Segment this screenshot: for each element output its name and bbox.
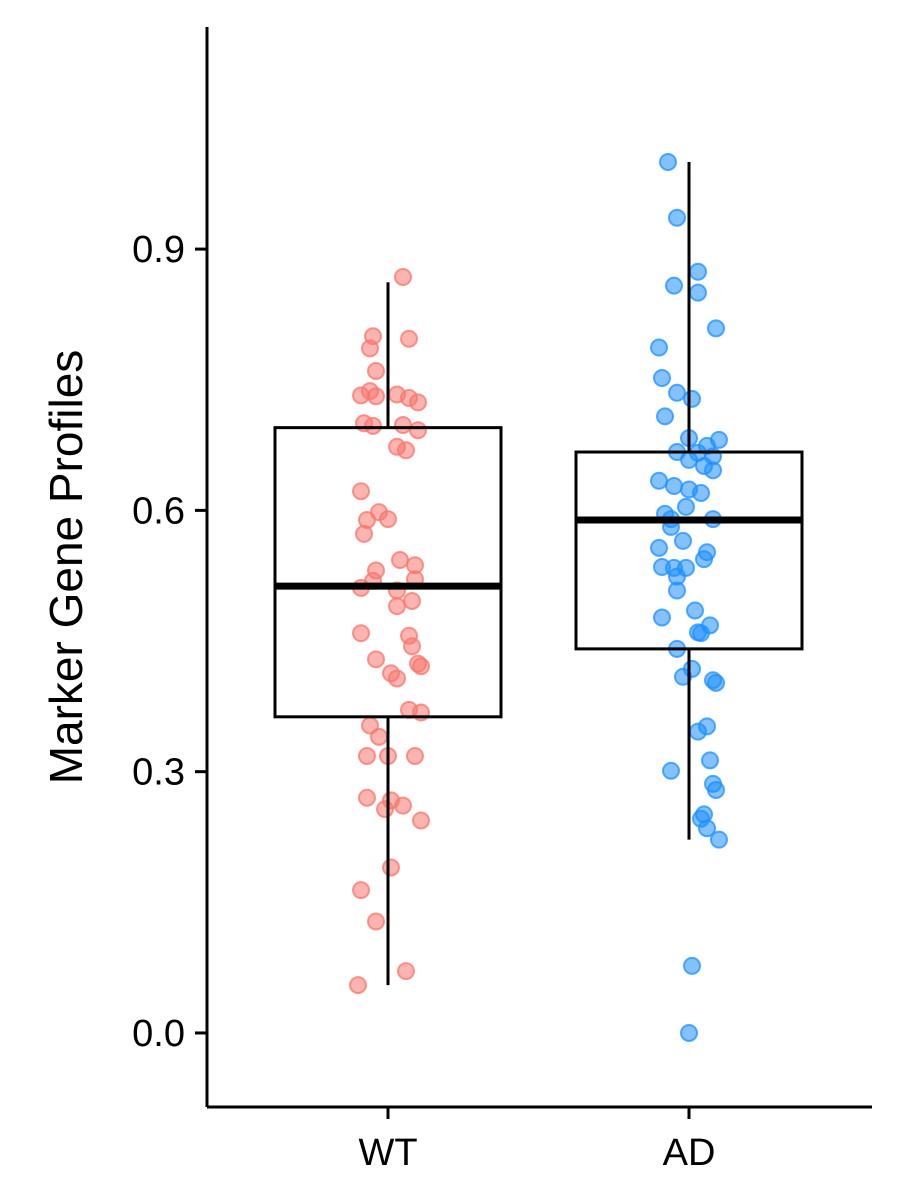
data-point-wt (409, 393, 427, 412)
data-point-wt (352, 624, 370, 643)
data-point-ad (668, 581, 686, 600)
data-point-wt (376, 800, 394, 819)
data-point-wt (367, 912, 385, 931)
data-point-ad (674, 667, 692, 686)
data-point-ad (659, 153, 677, 171)
data-point-wt (379, 510, 397, 529)
data-point-wt (412, 657, 430, 676)
data-point-wt (367, 387, 385, 406)
data-point-ad (683, 389, 701, 408)
data-point-wt (397, 962, 415, 981)
data-point-ad (692, 624, 710, 643)
data-point-wt (367, 650, 385, 669)
points-layer (349, 153, 728, 1042)
data-point-ad (668, 383, 686, 402)
data-point-wt (352, 881, 370, 900)
data-point-ad (689, 283, 707, 302)
data-point-wt (409, 421, 427, 440)
x-tick-label: WT (358, 1132, 417, 1174)
data-point-wt (361, 339, 379, 358)
data-point-ad (653, 608, 671, 627)
data-point-wt (382, 858, 400, 877)
data-point-ad (677, 497, 695, 516)
data-point-ad (689, 722, 707, 741)
data-point-wt (406, 747, 424, 765)
iqr-box-ad (574, 450, 804, 651)
data-point-wt (364, 416, 382, 435)
data-point-ad (704, 461, 722, 480)
data-point-ad (689, 262, 707, 281)
iqr-box-wt (273, 426, 503, 719)
boxes-layer (273, 162, 804, 986)
data-point-ad (653, 369, 671, 387)
data-point-ad (680, 450, 698, 469)
data-point-ad (665, 276, 683, 295)
data-point-wt (388, 597, 406, 616)
data-point-wt (394, 796, 412, 815)
data-point-ad (686, 601, 704, 620)
data-point-ad (650, 338, 668, 357)
data-point-ad (656, 407, 674, 426)
data-point-wt (412, 811, 430, 830)
y-tick-label: 0.6 (132, 490, 185, 532)
data-point-wt (367, 362, 385, 381)
data-point-ad (704, 774, 722, 793)
data-point-wt (358, 747, 376, 765)
data-point-ad (695, 550, 713, 569)
axes-layer: Marker Gene Profiles 0.0 0.3 0.6 0.9 WT AD (40, 27, 872, 1174)
data-point-wt (391, 551, 409, 570)
y-tick-label: 0.3 (132, 752, 185, 794)
data-point-wt (394, 267, 412, 286)
data-point-ad (707, 673, 725, 692)
data-point-ad (650, 538, 668, 557)
data-point-ad (707, 319, 725, 338)
data-point-wt (403, 637, 421, 656)
data-point-ad (680, 1023, 698, 1042)
data-point-ad (668, 208, 686, 227)
data-point-ad (698, 819, 716, 838)
data-point-wt (394, 416, 412, 435)
y-axis-title: Marker Gene Profiles (40, 350, 92, 785)
y-tick-label: 0.9 (132, 229, 185, 271)
data-point-wt (349, 976, 367, 995)
data-point-wt (355, 524, 373, 543)
data-point-wt (397, 441, 415, 460)
data-point-ad (674, 531, 692, 550)
y-tick-label: 0.0 (132, 1013, 185, 1055)
data-point-wt (388, 669, 406, 688)
data-point-ad (683, 956, 701, 975)
data-point-wt (403, 591, 421, 610)
data-point-ad (665, 477, 683, 495)
data-point-wt (352, 482, 370, 501)
data-point-ad (692, 483, 710, 502)
data-point-ad (650, 471, 668, 490)
data-point-wt (370, 727, 388, 746)
data-point-ad (701, 751, 719, 770)
data-point-wt (400, 329, 418, 348)
data-point-ad (662, 761, 680, 780)
x-tick-label: AD (663, 1132, 716, 1174)
data-point-wt (358, 788, 376, 807)
data-point-ad (710, 830, 728, 849)
